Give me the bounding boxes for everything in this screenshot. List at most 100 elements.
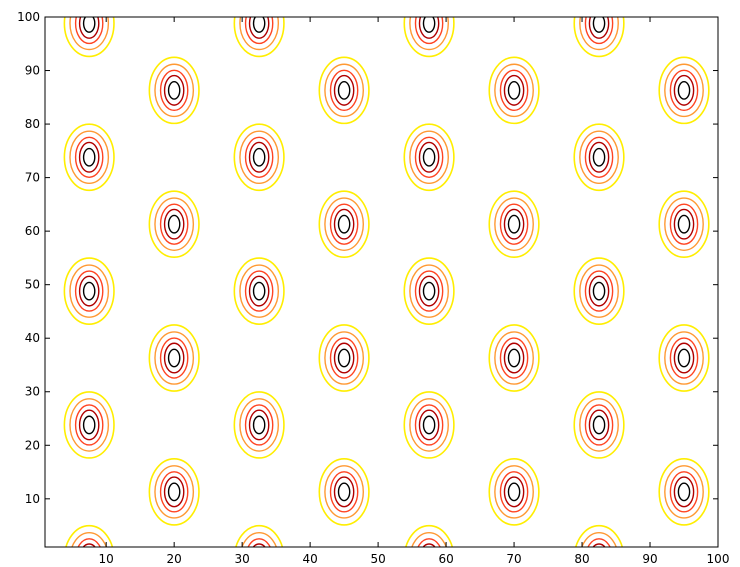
contour-peak [488, 324, 540, 392]
contour-line-level-2 [409, 130, 449, 185]
contour-line-level-1 [148, 190, 200, 259]
contour-line-level-2 [239, 264, 280, 318]
contour-line-level-1 [403, 17, 455, 58]
y-tick-label: 90 [25, 64, 40, 78]
x-tick-label: 30 [235, 552, 250, 566]
contour-line-level-4 [418, 275, 440, 307]
contour-line-level-4 [503, 208, 525, 240]
x-tick-label: 50 [370, 552, 385, 566]
contour-line-level-4 [163, 74, 185, 106]
contour-line-level-4 [673, 476, 695, 508]
contour-peak [403, 257, 455, 325]
contour-line-level-5 [252, 281, 266, 301]
contour-line-level-2 [579, 130, 619, 185]
contour-line-level-5 [507, 482, 521, 502]
contour-peak [63, 17, 115, 58]
contour-line-level-3 [417, 538, 441, 547]
contour-line-level-4 [163, 208, 185, 240]
x-tick-label: 40 [302, 552, 317, 566]
contour-line-level-5 [252, 17, 266, 33]
contour-peak [148, 324, 200, 392]
y-tick-label: 40 [25, 331, 40, 345]
contour-line-level-3 [499, 337, 529, 379]
contour-line-level-2 [324, 465, 365, 519]
contour-line-level-1 [233, 123, 285, 192]
contour-line-level-5 [593, 550, 604, 567]
contour-line-level-3 [159, 203, 189, 245]
contour-line-level-1 [488, 56, 540, 125]
contour-line-level-5 [422, 147, 436, 167]
y-tick-label: 100 [17, 10, 40, 24]
contour-line-level-1 [63, 257, 115, 325]
contour-peak [658, 324, 710, 392]
contour-line-level-1 [65, 524, 114, 547]
contour-line-level-2 [409, 398, 449, 452]
contour-peak [318, 56, 370, 125]
contour-line-level-3 [244, 270, 274, 312]
contour-line-level-2 [664, 331, 704, 385]
contour-line-level-2 [664, 63, 704, 118]
contour-line-level-4 [673, 74, 695, 106]
contour-peak [233, 257, 285, 325]
contour-line-level-1 [63, 123, 115, 192]
contour-line-level-3 [414, 270, 444, 312]
contour-line-level-4 [503, 476, 525, 508]
contour-line-level-2 [154, 465, 195, 519]
contour-line-level-4 [163, 342, 185, 374]
contour-line-level-5 [677, 80, 691, 100]
contour-line-level-4 [78, 141, 100, 173]
contour-peak [488, 56, 540, 125]
contour-line-level-5 [337, 214, 351, 234]
contour-line-level-3 [329, 337, 359, 379]
contour-line-level-5 [167, 214, 181, 234]
y-tick-label: 20 [25, 438, 40, 452]
contour-line-level-5 [167, 348, 181, 368]
contour-line-level-5 [422, 17, 436, 33]
contour-line-level-2 [154, 197, 195, 251]
contour-line-level-5 [254, 550, 265, 567]
contour-line-level-3 [669, 69, 699, 112]
contour-line-level-3 [414, 17, 444, 45]
contour-line-level-4 [673, 342, 695, 374]
contour-line-level-1 [318, 458, 370, 526]
contour-line-level-2 [579, 264, 619, 318]
contour-line-level-2 [579, 398, 619, 452]
contour-line-level-3 [247, 538, 271, 547]
contour-line-level-2 [239, 17, 280, 51]
contour-line-level-5 [592, 147, 606, 167]
contour-line-level-4 [418, 17, 440, 39]
contour-line-level-4 [248, 141, 270, 173]
contour-line-level-3 [244, 404, 274, 446]
contour-line-level-3 [414, 404, 444, 446]
contour-line-level-4 [252, 543, 266, 547]
contour-line-level-2 [579, 17, 619, 51]
contour-peak [63, 257, 115, 325]
contour-line-level-2 [324, 197, 365, 251]
contour-line-level-1 [235, 524, 284, 547]
contour-line-level-1 [403, 391, 455, 459]
contour-line-level-3 [329, 203, 359, 245]
contour-line-level-3 [74, 136, 104, 178]
y-tick-label: 80 [25, 117, 40, 131]
contour-line-level-3 [159, 471, 189, 513]
contour-line-level-2 [409, 264, 449, 318]
contour-peak [148, 56, 200, 125]
contour-line-level-3 [244, 136, 274, 178]
contour-peak [233, 123, 285, 192]
contour-peak [575, 524, 624, 567]
contour-line-level-2 [494, 197, 534, 251]
contour-line-level-5 [422, 281, 436, 301]
x-tick-label: 70 [506, 552, 521, 566]
contour-line-level-2 [69, 264, 110, 318]
contour-line-level-1 [658, 190, 710, 259]
contour-line-level-2 [324, 331, 365, 385]
contour-line-level-1 [403, 257, 455, 325]
contour-line-level-4 [333, 476, 355, 508]
contour-line-level-4 [333, 74, 355, 106]
contour-line-level-5 [82, 147, 96, 167]
contour-line-level-4 [78, 17, 100, 39]
contour-line-level-4 [418, 141, 440, 173]
contour-line-level-5 [167, 80, 181, 100]
contour-line-level-5 [167, 482, 181, 502]
contour-line-level-3 [669, 337, 699, 379]
